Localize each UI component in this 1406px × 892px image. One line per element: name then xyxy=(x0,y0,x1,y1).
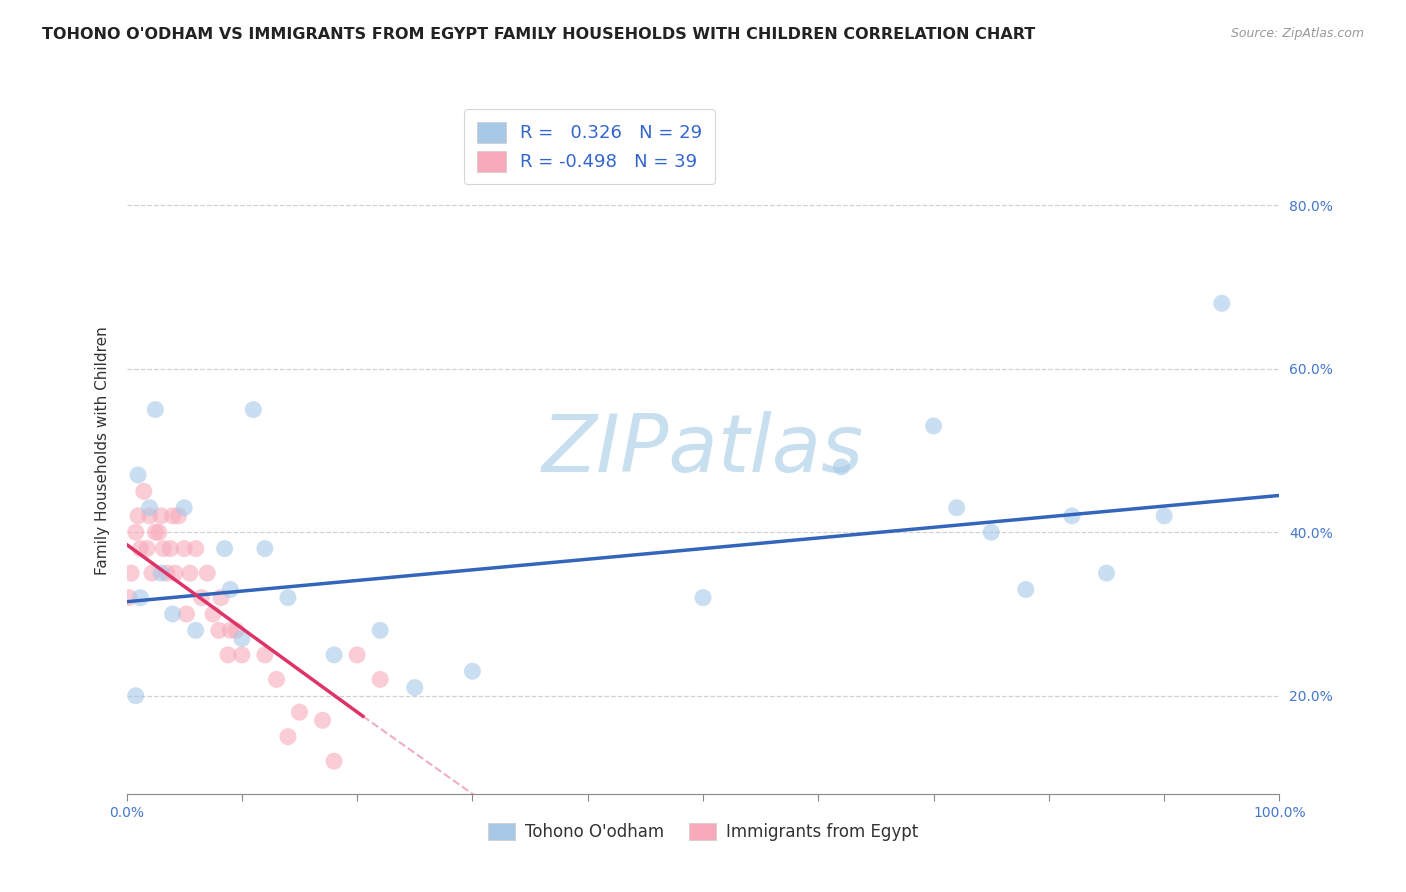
Point xyxy=(184,624,207,638)
Point xyxy=(132,484,155,499)
Point xyxy=(148,525,170,540)
Point xyxy=(217,648,239,662)
Point xyxy=(138,508,160,523)
Point xyxy=(253,648,276,662)
Point xyxy=(277,591,299,605)
Point xyxy=(150,508,173,523)
Point xyxy=(830,459,852,474)
Point xyxy=(404,681,426,695)
Point xyxy=(208,624,231,638)
Point xyxy=(145,402,166,417)
Point xyxy=(127,508,149,523)
Point xyxy=(266,673,288,687)
Point xyxy=(167,508,190,523)
Point xyxy=(461,664,484,678)
Point xyxy=(125,689,148,703)
Point xyxy=(1153,508,1175,523)
Point xyxy=(202,607,225,621)
Point xyxy=(225,624,247,638)
Text: ZIPatlas: ZIPatlas xyxy=(541,411,865,490)
Point xyxy=(1060,508,1083,523)
Point xyxy=(288,705,311,719)
Point xyxy=(346,648,368,662)
Point xyxy=(368,673,391,687)
Point xyxy=(125,525,148,540)
Point xyxy=(190,591,212,605)
Point xyxy=(173,541,195,556)
Point xyxy=(195,566,218,581)
Y-axis label: Family Households with Children: Family Households with Children xyxy=(94,326,110,574)
Point xyxy=(150,566,173,581)
Point xyxy=(129,591,152,605)
Point xyxy=(231,648,253,662)
Point xyxy=(323,754,346,768)
Point xyxy=(162,508,184,523)
Point xyxy=(242,402,264,417)
Point xyxy=(184,541,207,556)
Point xyxy=(922,418,945,433)
Point xyxy=(141,566,163,581)
Point xyxy=(980,525,1002,540)
Point xyxy=(136,541,159,556)
Point xyxy=(162,607,184,621)
Point xyxy=(253,541,276,556)
Text: TOHONO O'ODHAM VS IMMIGRANTS FROM EGYPT FAMILY HOUSEHOLDS WITH CHILDREN CORRELAT: TOHONO O'ODHAM VS IMMIGRANTS FROM EGYPT … xyxy=(42,27,1035,42)
Point xyxy=(145,525,166,540)
Point xyxy=(120,566,142,581)
Point xyxy=(231,632,253,646)
Point xyxy=(214,541,236,556)
Text: Source: ZipAtlas.com: Source: ZipAtlas.com xyxy=(1230,27,1364,40)
Point xyxy=(1015,582,1038,597)
Point xyxy=(156,566,179,581)
Point xyxy=(219,582,242,597)
Point xyxy=(945,500,967,515)
Point xyxy=(118,591,141,605)
Point xyxy=(163,566,186,581)
Point xyxy=(1211,296,1233,310)
Point xyxy=(138,500,160,515)
Point xyxy=(129,541,152,556)
Point xyxy=(277,730,299,744)
Point xyxy=(159,541,181,556)
Point xyxy=(323,648,346,662)
Point xyxy=(219,624,242,638)
Point xyxy=(176,607,198,621)
Legend: Tohono O'odham, Immigrants from Egypt: Tohono O'odham, Immigrants from Egypt xyxy=(481,816,925,847)
Point xyxy=(152,541,174,556)
Point xyxy=(179,566,201,581)
Point xyxy=(368,624,391,638)
Point xyxy=(127,467,149,482)
Point xyxy=(1095,566,1118,581)
Point xyxy=(692,591,714,605)
Point xyxy=(209,591,232,605)
Point xyxy=(173,500,195,515)
Point xyxy=(311,714,333,728)
